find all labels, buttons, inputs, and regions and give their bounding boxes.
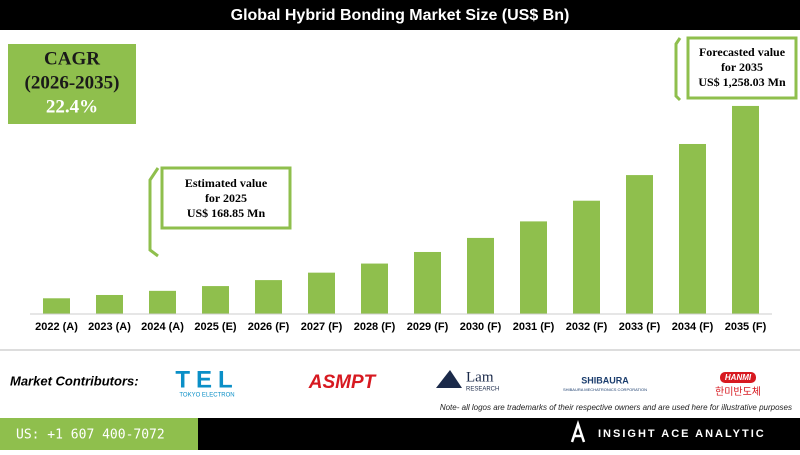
logo-shibaura-sub: SHIBAURA MECHATRONICS CORPORATION: [563, 387, 647, 392]
x-tick-label: 2034 (F): [672, 321, 714, 333]
bar: [732, 105, 759, 314]
cagr-box: [8, 44, 136, 124]
logo-asmpt: ASMPT: [308, 372, 377, 393]
bar: [467, 237, 494, 314]
bar: [520, 221, 547, 314]
note: Note- all logos are trademarks of their …: [440, 403, 792, 412]
bar: [149, 290, 176, 314]
logo-lam-sub: RESEARCH: [466, 387, 499, 393]
footer-brand: INSIGHT ACE ANALYTIC: [598, 428, 766, 440]
callout-bracket: [148, 167, 160, 258]
callout-text: for 2035: [721, 60, 763, 74]
bar: [573, 200, 600, 314]
x-tick-label: 2023 (A): [88, 321, 131, 333]
logo-tel-sub: TOKYO ELECTRON: [179, 393, 234, 399]
x-tick-label: 2032 (F): [566, 321, 608, 333]
contributors-label: Market Contributors:: [10, 373, 139, 388]
x-tick-label: 2030 (F): [460, 321, 502, 333]
x-tick-label: 2031 (F): [513, 321, 555, 333]
x-tick-label: 2026 (F): [248, 321, 290, 333]
footer-phone: US: +1 607 400-7072: [16, 428, 165, 443]
callout-value: US$ 168.85 Mn: [187, 206, 266, 220]
x-tick-label: 2025 (E): [194, 321, 237, 333]
logo-lam: Lam: [466, 369, 494, 385]
cagr-title: CAGR: [44, 48, 100, 69]
x-tick-label: 2028 (F): [354, 321, 396, 333]
callout-bracket: [674, 37, 682, 102]
logo-lam-mark: [436, 370, 462, 388]
footer-phone-box: [0, 418, 198, 450]
bar: [308, 272, 335, 314]
x-tick-label: 2029 (F): [407, 321, 449, 333]
bar: [414, 251, 441, 314]
logo-hanmi-badge: [720, 372, 756, 383]
brand-icon: [570, 420, 586, 443]
x-tick-label: 2027 (F): [301, 321, 343, 333]
bar: [626, 175, 653, 314]
callout-text: Estimated value: [185, 176, 268, 190]
bar: [679, 143, 706, 314]
callout-box: [686, 36, 798, 100]
bar: [202, 286, 229, 314]
callout-box: [160, 166, 292, 230]
callout-text: for 2025: [205, 191, 247, 205]
bar: [361, 263, 388, 314]
bars: 2022 (A) 2023 (A) 2024 (A) 2025 (E) 2026 (F)…: [30, 105, 772, 333]
x-tick-label: 2022 (A): [35, 321, 78, 333]
bar: [255, 280, 282, 314]
footer-bar: [198, 418, 800, 450]
bar: [96, 294, 123, 314]
logo-hanmi-kr: 한미반도체: [715, 386, 761, 398]
x-tick-label: 2033 (F): [619, 321, 661, 333]
logo-shibaura: SHIBAURA: [581, 375, 629, 385]
bar: [43, 298, 70, 314]
logo-hanmi: HANMI: [725, 373, 752, 382]
title-bar: [0, 0, 800, 30]
x-tick-label: 2035 (F): [725, 321, 767, 333]
logo-tel: TEL: [175, 366, 238, 393]
chart-title: Global Hybrid Bonding Market Size (US$ B…: [231, 7, 570, 24]
callout-value: US$ 1,258.03 Mn: [698, 75, 786, 89]
cagr-value: 22.4%: [46, 96, 98, 117]
x-tick-label: 2024 (A): [141, 321, 184, 333]
callout-text: Forecasted value: [699, 45, 786, 59]
cagr-period: (2026-2035): [25, 72, 120, 93]
